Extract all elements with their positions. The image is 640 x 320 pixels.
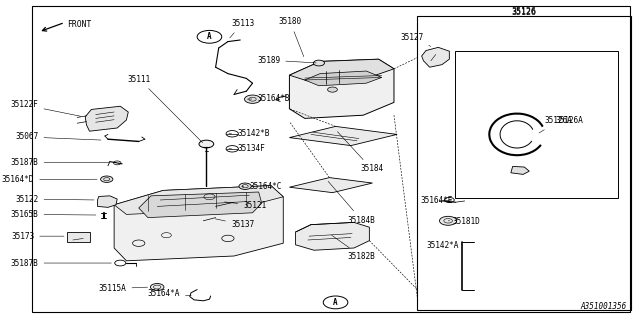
Circle shape [199,140,214,148]
Bar [456,51,618,198]
Polygon shape [97,196,117,207]
Text: 35187B: 35187B [11,158,109,167]
Text: A: A [333,298,338,307]
Text: 35184B: 35184B [328,181,376,225]
Text: 35173: 35173 [11,232,64,241]
Circle shape [440,216,457,225]
Text: 35164*B: 35164*B [247,94,290,103]
Text: 35164*D: 35164*D [2,175,97,184]
Text: 35113: 35113 [230,19,254,38]
Text: 35067: 35067 [15,132,101,141]
Text: 35126: 35126 [512,8,537,17]
Polygon shape [422,47,449,67]
Polygon shape [289,126,397,146]
Polygon shape [289,59,394,118]
Polygon shape [114,186,284,261]
Text: 35126: 35126 [512,7,537,16]
Text: 35187B: 35187B [11,259,111,268]
Text: 35126A: 35126A [555,116,583,125]
Text: 35111: 35111 [128,75,203,143]
Text: 35127: 35127 [401,33,431,46]
Polygon shape [511,166,529,174]
Text: 35182B: 35182B [332,235,376,261]
Text: 35164*C: 35164*C [242,182,282,191]
Text: 35180: 35180 [278,17,304,57]
Text: 35122F: 35122F [11,100,81,116]
Polygon shape [305,71,381,86]
Polygon shape [114,186,284,214]
Bar [67,232,90,242]
Text: 35122: 35122 [15,195,94,204]
Text: 35184: 35184 [337,132,383,173]
Polygon shape [289,178,372,193]
Polygon shape [139,192,262,218]
Text: FRONT: FRONT [67,20,91,29]
Circle shape [239,183,252,189]
Polygon shape [296,222,369,250]
Text: 35164*A: 35164*A [148,289,191,298]
Text: 35181D: 35181D [448,217,480,226]
Circle shape [328,87,337,92]
Text: 35134F: 35134F [229,144,265,153]
Text: 35121: 35121 [225,201,266,210]
Text: 35115A: 35115A [99,284,148,293]
Bar [417,16,632,310]
Polygon shape [85,106,128,131]
Circle shape [244,95,260,103]
Text: 35126A: 35126A [539,116,572,133]
Text: 35165B: 35165B [11,210,96,219]
Text: A: A [207,32,212,41]
Polygon shape [289,59,394,81]
Text: 35142*B: 35142*B [229,129,269,138]
Circle shape [100,176,113,182]
Text: 35189: 35189 [257,56,316,65]
Circle shape [314,60,324,66]
Circle shape [150,284,164,291]
Text: 35164*E: 35164*E [420,196,452,205]
Text: 35137: 35137 [215,219,254,229]
Text: A351001356: A351001356 [580,302,627,311]
Text: 35142*A: 35142*A [426,241,461,250]
